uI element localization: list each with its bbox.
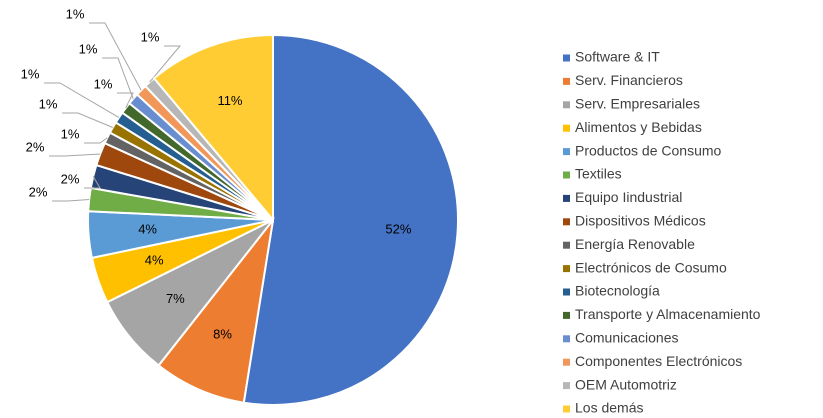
pie-slice (152, 33, 274, 223)
legend-label: Transporte y Almacenamiento (575, 306, 761, 322)
data-label: 4% (138, 221, 157, 236)
leader-line (62, 112, 113, 128)
legend-label: Componentes Electrónicos (575, 353, 742, 369)
legend-swatch (563, 194, 570, 202)
data-label: 1% (39, 96, 58, 111)
data-label: 1% (66, 6, 85, 21)
legend-swatch (563, 311, 570, 319)
leader-line (84, 137, 108, 144)
data-label: 11% (217, 93, 242, 108)
legend-label: Productos de Consumo (575, 142, 722, 158)
legend-swatch (563, 335, 570, 343)
pie-slice (242, 33, 459, 406)
leader-line (89, 22, 142, 91)
legend-swatch (563, 358, 570, 366)
legend-swatch (563, 288, 570, 296)
data-label: 2% (26, 139, 45, 154)
legend-swatch (563, 405, 570, 413)
data-label: 1% (141, 29, 160, 44)
leader-line (117, 92, 134, 109)
leader-line (52, 198, 90, 202)
data-label: 2% (29, 184, 48, 199)
legend-label: Serv. Empresariales (575, 96, 700, 112)
data-label: 8% (213, 327, 232, 342)
data-label: 52% (385, 221, 411, 236)
leader-line (102, 57, 134, 100)
pie-slice (157, 216, 275, 404)
data-label: 2% (61, 171, 80, 186)
legend-swatch (563, 101, 570, 109)
legend-label: OEM Automotriz (575, 376, 677, 392)
legend-label: Textiles (575, 166, 622, 182)
leader-line (44, 82, 120, 118)
legend-label: Serv. Financieros (575, 72, 683, 88)
legend-label: Los demás (575, 400, 643, 416)
legend-swatch (563, 218, 570, 226)
legend-swatch (563, 171, 570, 179)
data-label: 1% (79, 41, 98, 56)
data-label: 4% (145, 253, 164, 268)
leader-line (84, 176, 101, 189)
leader-line (49, 153, 101, 157)
legend-swatch (563, 382, 570, 390)
legend-swatch (563, 241, 570, 249)
legend-swatch (563, 54, 570, 62)
legend-label: Dispositivos Médicos (575, 213, 706, 229)
legend-label: Biotecnología (575, 283, 660, 299)
data-label: 1% (61, 126, 80, 141)
legend-swatch (563, 148, 570, 156)
legend-label: Comunicaciones (575, 330, 679, 346)
legend-swatch (563, 124, 570, 132)
legend-label: Energía Renovable (575, 236, 695, 252)
legend-swatch (563, 265, 570, 273)
data-label: 1% (21, 66, 40, 81)
legend-swatch (563, 77, 570, 85)
legend-label: Software & IT (575, 49, 660, 65)
data-label: 7% (166, 291, 185, 306)
legend-label: Alimentos y Bebidas (575, 119, 702, 135)
data-label: 1% (94, 76, 113, 91)
legend-label: Electrónicos de Cosumo (575, 259, 727, 275)
leader-line (149, 45, 182, 83)
legend-label: Equipo Iindustrial (575, 189, 682, 205)
